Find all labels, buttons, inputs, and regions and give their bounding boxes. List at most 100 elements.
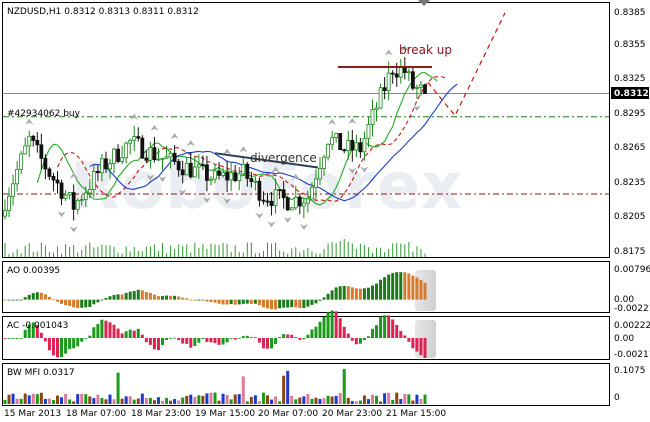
ao-bar	[330, 290, 334, 300]
ac-panel	[2, 316, 610, 360]
mfi-bar	[338, 392, 342, 404]
fractal-down-icon	[348, 167, 357, 174]
mfi-bar	[415, 394, 419, 404]
mfi-bar	[116, 372, 120, 404]
mfi-bar	[27, 395, 31, 404]
candle	[209, 178, 213, 181]
mfi-bar	[375, 395, 379, 404]
mfi-label: BW MFI 0.0317	[7, 368, 75, 378]
candle	[124, 142, 129, 159]
price-tick: 0.8235	[614, 178, 646, 188]
price-tick: 0.8175	[614, 247, 646, 257]
candle	[192, 166, 197, 178]
candle	[301, 202, 306, 207]
mfi-bar	[3, 399, 7, 404]
candle	[390, 72, 395, 75]
mfi-bar	[169, 400, 173, 404]
ao-bar	[64, 299, 68, 306]
candle	[87, 189, 92, 194]
ac-bar	[286, 334, 290, 338]
ao-bar	[136, 289, 140, 300]
mfi-bar	[407, 394, 411, 404]
mfi-bar	[306, 393, 310, 404]
ac-bar	[419, 338, 423, 356]
candle	[148, 147, 153, 161]
mfi-bar	[318, 398, 322, 404]
ao-bar	[76, 299, 80, 309]
fractal-up-icon	[223, 148, 232, 155]
ac-bar	[136, 328, 140, 338]
ac-bar	[76, 338, 80, 347]
ao-bar	[379, 279, 383, 300]
mfi-bar	[221, 393, 225, 404]
mfi-bar	[419, 398, 423, 404]
mfi-bar	[383, 393, 387, 404]
ao-bar	[197, 299, 201, 301]
ac-bar	[403, 335, 407, 338]
mfi-bar	[181, 397, 185, 404]
mfi-bar	[96, 394, 100, 404]
candle	[382, 87, 387, 92]
ao-bar	[120, 294, 124, 300]
ac-bar	[229, 338, 233, 339]
fractal-down-icon	[267, 221, 276, 228]
ao-bar	[88, 299, 92, 307]
fractal-up-icon	[186, 140, 195, 147]
mfi-bars-layer	[3, 368, 427, 404]
mfi-bar	[197, 395, 201, 404]
candle	[213, 170, 217, 180]
candle	[27, 135, 32, 147]
mfi-bar	[241, 376, 245, 404]
mfi-bar	[7, 394, 11, 404]
ac-bar	[261, 338, 265, 349]
ac-bar	[330, 310, 334, 338]
ao-bar	[334, 287, 338, 300]
mfi-bar	[148, 397, 152, 404]
ac-bar	[278, 337, 282, 338]
ao-bar	[152, 294, 156, 300]
mfi-bar	[395, 392, 399, 404]
candle	[362, 137, 367, 153]
ac-bar	[39, 332, 43, 338]
mfi-bar	[379, 401, 383, 404]
ac-bar	[318, 321, 322, 338]
ao-bar	[342, 286, 346, 300]
ao-bar	[193, 299, 197, 301]
ao-label: AO 0.00395	[7, 266, 60, 276]
mfi-bar	[100, 398, 104, 404]
ac-bar	[201, 338, 205, 339]
ao-bar	[112, 294, 116, 300]
ao-bar	[375, 283, 379, 300]
ac-bar	[290, 334, 294, 338]
ao-tick: 0.00	[614, 295, 634, 305]
scroll-marker-icon[interactable]	[418, 0, 430, 6]
mfi-bar	[39, 392, 43, 404]
fractal-up-icon	[69, 172, 78, 179]
ao-panel	[2, 261, 610, 313]
ao-bar	[322, 297, 326, 300]
candle	[221, 172, 225, 176]
candle	[11, 183, 15, 197]
candle	[132, 136, 137, 141]
mfi-bar	[342, 368, 346, 404]
ac-bar	[225, 338, 229, 343]
ao-bars-layer	[3, 272, 427, 310]
ac-bar	[92, 327, 96, 338]
ac-bar	[407, 338, 411, 342]
ao-bar	[161, 296, 164, 300]
mfi-bar	[189, 394, 193, 404]
mfi-bar	[132, 399, 136, 404]
ac-bar	[338, 318, 342, 338]
ao-bar	[318, 299, 322, 301]
ao-bar	[403, 272, 407, 300]
fractal-down-icon	[57, 211, 66, 218]
ao-bar	[56, 299, 59, 302]
mfi-bar	[15, 398, 19, 404]
mfi-bar	[282, 375, 286, 404]
candle	[419, 84, 423, 88]
fractal-up-icon	[130, 113, 139, 120]
candle	[241, 163, 246, 175]
ac-bar	[423, 338, 427, 358]
mfi-bar	[298, 397, 302, 404]
candle	[164, 156, 169, 159]
